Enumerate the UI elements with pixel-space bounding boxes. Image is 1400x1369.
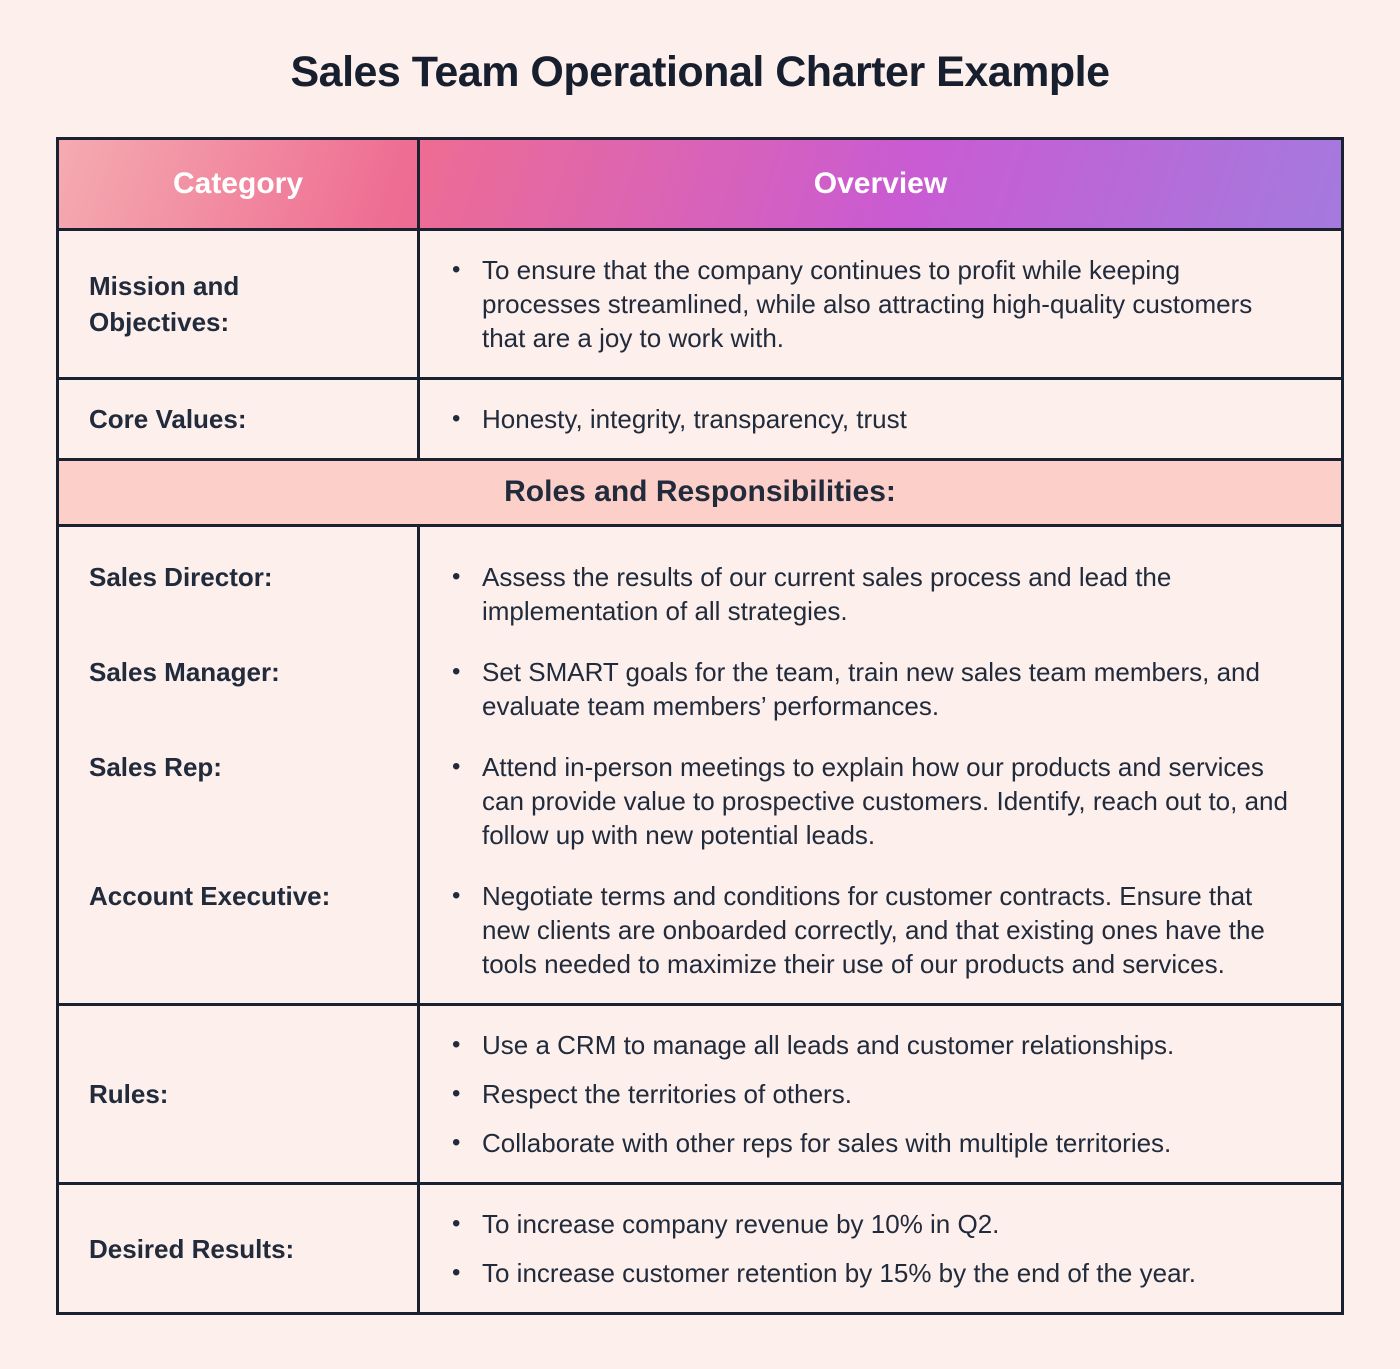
bullet-text: Collaborate with other reps for sales wi… xyxy=(482,1128,1172,1158)
charter-table: Category Overview Mission and Objectives… xyxy=(56,137,1344,1315)
bullet-item: • Attend in-person meetings to explain h… xyxy=(452,750,1297,852)
overview-cell-mission: • To ensure that the company continues t… xyxy=(420,231,1341,377)
row-roles: Sales Director: • Assess the results of … xyxy=(59,524,1341,1003)
bullet-icon: • xyxy=(452,1259,461,1286)
bullet-item: • To increase customer retention by 15% … xyxy=(452,1256,1297,1290)
category-label-sales-manager: Sales Manager: xyxy=(59,655,420,750)
bullet-item: • Collaborate with other reps for sales … xyxy=(452,1126,1297,1160)
bullet-icon: • xyxy=(452,256,461,283)
overview-cell-sales-director: • Assess the results of our current sale… xyxy=(420,527,1341,655)
bullet-icon: • xyxy=(452,405,461,432)
bullet-text: To ensure that the company continues to … xyxy=(482,255,1253,353)
overview-cell-sales-rep: • Attend in-person meetings to explain h… xyxy=(420,750,1341,879)
table-header-row: Category Overview xyxy=(59,140,1341,228)
row-mission-and-objectives: Mission and Objectives: • To ensure that… xyxy=(59,228,1341,377)
bullet-text: Assess the results of our current sales … xyxy=(482,562,1172,626)
bullet-text: Honesty, integrity, transparency, trust xyxy=(482,404,907,434)
role-pair-sales-manager: Sales Manager: • Set SMART goals for the… xyxy=(59,655,1341,750)
category-label-core-values: Core Values: xyxy=(59,380,420,458)
bullet-item: • To ensure that the company continues t… xyxy=(452,253,1297,355)
bullet-text: To increase customer retention by 15% by… xyxy=(482,1258,1196,1288)
bullet-icon: • xyxy=(452,1129,461,1156)
bullet-text: Negotiate terms and conditions for custo… xyxy=(482,881,1265,979)
category-label-mission: Mission and Objectives: xyxy=(59,231,420,377)
page-title: Sales Team Operational Charter Example xyxy=(290,48,1110,96)
row-rules: Rules: • Use a CRM to manage all leads a… xyxy=(59,1003,1341,1182)
bullet-icon: • xyxy=(452,882,461,909)
bullet-icon: • xyxy=(452,1031,461,1058)
bullet-text: Attend in-person meetings to explain how… xyxy=(482,752,1288,850)
column-header-overview: Overview xyxy=(813,167,948,200)
category-label-desired-results: Desired Results: xyxy=(59,1185,420,1312)
bullet-item: • Respect the territories of others. xyxy=(452,1077,1297,1111)
role-pair-account-executive: Account Executive: • Negotiate terms and… xyxy=(59,879,1341,1003)
bullet-icon: • xyxy=(452,753,461,780)
category-label-sales-director: Sales Director: xyxy=(59,527,420,655)
category-label-rules: Rules: xyxy=(59,1006,420,1182)
overview-cell-account-executive: • Negotiate terms and conditions for cus… xyxy=(420,879,1341,1003)
bullet-item: • Negotiate terms and conditions for cus… xyxy=(452,879,1297,981)
category-label-sales-rep: Sales Rep: xyxy=(59,750,420,879)
bullet-item: • Assess the results of our current sale… xyxy=(452,560,1297,628)
overview-cell-rules: • Use a CRM to manage all leads and cust… xyxy=(420,1006,1341,1182)
bullet-icon: • xyxy=(452,1080,461,1107)
bullet-text: To increase company revenue by 10% in Q2… xyxy=(482,1209,1000,1239)
bullet-item: • Use a CRM to manage all leads and cust… xyxy=(452,1028,1297,1062)
overview-cell-sales-manager: • Set SMART goals for the team, train ne… xyxy=(420,655,1341,750)
row-core-values: Core Values: • Honesty, integrity, trans… xyxy=(59,377,1341,458)
bullet-item: • To increase company revenue by 10% in … xyxy=(452,1207,1297,1241)
overview-cell-desired-results: • To increase company revenue by 10% in … xyxy=(420,1185,1341,1312)
bullet-text: Respect the territories of others. xyxy=(482,1079,852,1109)
column-header-category: Category xyxy=(59,140,420,228)
role-pair-sales-director: Sales Director: • Assess the results of … xyxy=(59,527,1341,655)
bullet-item: • Set SMART goals for the team, train ne… xyxy=(452,655,1297,723)
bullet-item: • Honesty, integrity, transparency, trus… xyxy=(452,402,1297,436)
bullet-icon: • xyxy=(452,1210,461,1237)
bullet-icon: • xyxy=(452,658,461,685)
section-banner-roles-and-responsibilities: Roles and Responsibilities: xyxy=(59,458,1341,524)
row-desired-results: Desired Results: • To increase company r… xyxy=(59,1182,1341,1312)
category-label-account-executive: Account Executive: xyxy=(59,879,420,1003)
bullet-text: Use a CRM to manage all leads and custom… xyxy=(482,1030,1175,1060)
bullet-icon: • xyxy=(452,563,461,590)
role-pair-sales-rep: Sales Rep: • Attend in-person meetings t… xyxy=(59,750,1341,879)
overview-cell-core-values: • Honesty, integrity, transparency, trus… xyxy=(420,380,1341,458)
bullet-text: Set SMART goals for the team, train new … xyxy=(482,657,1260,721)
